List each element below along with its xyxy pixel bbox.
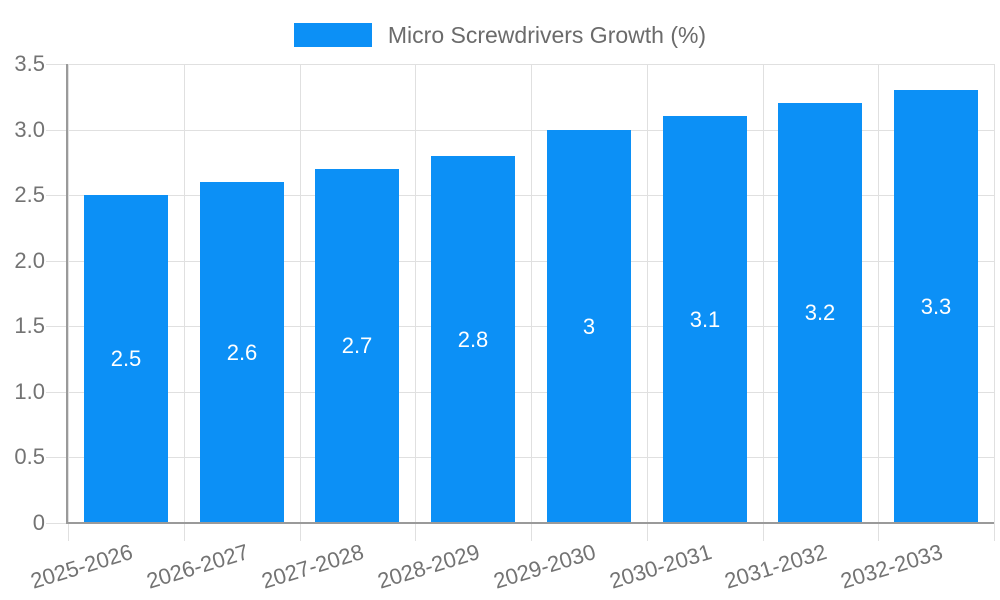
bar[interactable] bbox=[663, 116, 747, 523]
y-tick-label: 2.0 bbox=[14, 248, 45, 273]
h-gridline bbox=[46, 392, 994, 393]
h-gridline bbox=[46, 326, 994, 327]
v-gridline bbox=[994, 64, 995, 541]
x-tick-label: 2025-2026 bbox=[27, 539, 136, 594]
v-gridline bbox=[300, 64, 301, 541]
x-tick-label: 2030-2031 bbox=[606, 539, 715, 594]
bar-value-label: 2.7 bbox=[341, 333, 373, 358]
v-gridline bbox=[531, 64, 532, 541]
legend-item[interactable]: Micro Screwdrivers Growth (%) bbox=[0, 23, 1000, 47]
bar-value-label: 3.3 bbox=[920, 294, 952, 319]
h-gridline bbox=[46, 457, 994, 458]
legend-label: Micro Screwdrivers Growth (%) bbox=[387, 22, 707, 48]
bar[interactable] bbox=[200, 182, 284, 523]
v-gridline bbox=[647, 64, 648, 541]
x-tick-label: 2028-2029 bbox=[374, 539, 483, 594]
y-axis-line bbox=[66, 64, 68, 523]
y-tick-label: 0.5 bbox=[14, 444, 45, 469]
bar-value-label: 3.2 bbox=[804, 300, 836, 325]
y-tick-label: 3.0 bbox=[14, 117, 45, 142]
v-gridline bbox=[763, 64, 764, 541]
y-tick-label: 1.0 bbox=[14, 379, 45, 404]
bar-value-label: 2.6 bbox=[226, 340, 258, 365]
x-tick-label: 2031-2032 bbox=[721, 539, 830, 594]
y-tick-label: 2.5 bbox=[14, 182, 45, 207]
bar-value-label: 2.8 bbox=[457, 327, 489, 352]
v-gridline bbox=[68, 64, 69, 541]
bar-value-label: 3 bbox=[582, 314, 596, 339]
v-gridline bbox=[415, 64, 416, 541]
bar[interactable] bbox=[431, 156, 515, 523]
legend-swatch bbox=[293, 23, 372, 47]
x-tick-label: 2027-2028 bbox=[258, 539, 367, 594]
bar-value-label: 2.5 bbox=[110, 346, 142, 371]
x-tick-label: 2026-2027 bbox=[143, 539, 252, 594]
h-gridline bbox=[46, 195, 994, 196]
x-tick-label: 2029-2030 bbox=[490, 539, 599, 594]
y-tick-label: 3.5 bbox=[14, 51, 45, 76]
bar[interactable] bbox=[894, 90, 978, 523]
bar-value-label: 3.1 bbox=[689, 307, 721, 332]
bar[interactable] bbox=[547, 130, 631, 523]
x-tick-label: 2032-2033 bbox=[837, 539, 946, 594]
h-gridline bbox=[46, 130, 994, 131]
v-gridline bbox=[878, 64, 879, 541]
h-gridline bbox=[46, 64, 994, 65]
x-axis-line bbox=[66, 522, 994, 524]
bar[interactable] bbox=[778, 103, 862, 523]
y-tick-label: 0 bbox=[32, 510, 45, 535]
h-gridline bbox=[46, 261, 994, 262]
v-gridline bbox=[184, 64, 185, 541]
bar[interactable] bbox=[84, 195, 168, 523]
bar[interactable] bbox=[315, 169, 399, 523]
y-tick-label: 1.5 bbox=[14, 313, 45, 338]
